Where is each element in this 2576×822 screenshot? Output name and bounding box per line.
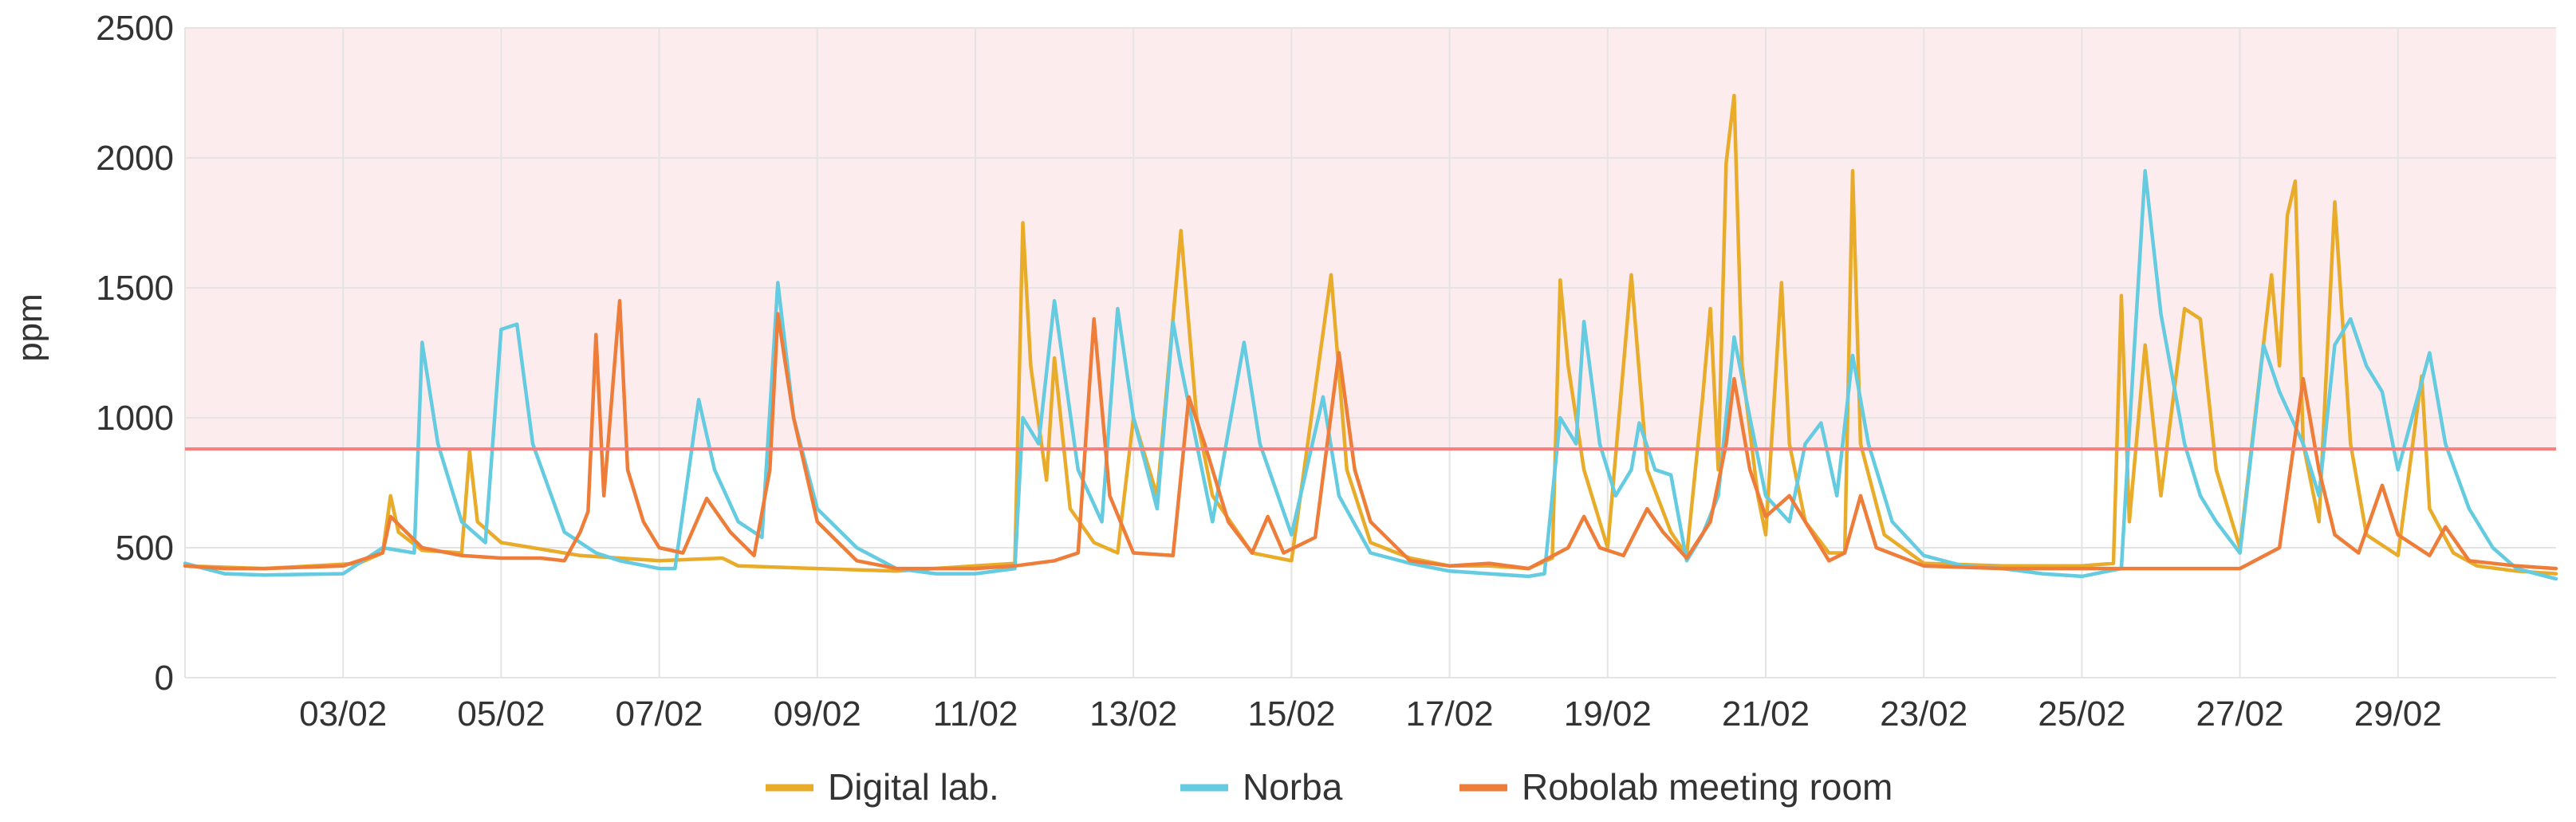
x-tick-label: 23/02 [1880,694,1967,734]
legend-label: Digital lab. [828,766,999,808]
x-tick-label: 07/02 [616,694,703,734]
x-tick-label: 05/02 [457,694,545,734]
series-line-norba [183,169,2558,581]
x-tick-label: 29/02 [2354,694,2442,734]
series-line-robolab-meeting-room [183,299,2558,571]
x-tick-label: 13/02 [1089,694,1177,734]
y-tick-label: 0 [155,659,174,698]
y-tick-label: 1500 [96,269,174,308]
threshold-band [185,28,2556,450]
y-tick-label: 2500 [96,9,174,48]
x-tick-label: 21/02 [1722,694,1810,734]
y-tick-label: 500 [116,529,174,568]
legend-item: Robolab meeting room [1459,766,1893,808]
x-tick-label: 03/02 [299,694,387,734]
x-tick-label: 09/02 [774,694,861,734]
y-axis-title: ppm [10,293,49,362]
legend-item: Digital lab. [766,766,999,808]
x-tick-label: 17/02 [1406,694,1494,734]
x-tick-label: 15/02 [1247,694,1335,734]
x-tick-label: 11/02 [933,694,1018,734]
x-tick-label: 27/02 [2196,694,2284,734]
legend-label: Robolab meeting room [1522,766,1893,808]
legend-item: Norba [1180,766,1343,808]
y-tick-label: 1000 [96,399,174,438]
legend-label: Norba [1243,766,1343,808]
x-tick-label: 25/02 [2038,694,2125,734]
x-tick-label: 19/02 [1564,694,1652,734]
y-tick-label: 2000 [96,139,174,178]
